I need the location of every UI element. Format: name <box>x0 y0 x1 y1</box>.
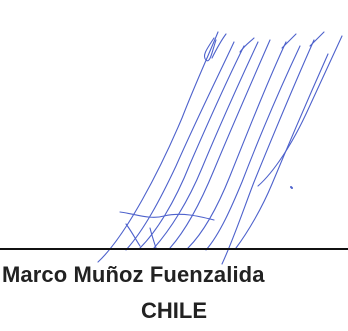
signer-name: Marco Muñoz Fuenzalida <box>2 262 265 287</box>
signature-line <box>0 248 348 250</box>
country-label: CHILE <box>141 298 207 323</box>
